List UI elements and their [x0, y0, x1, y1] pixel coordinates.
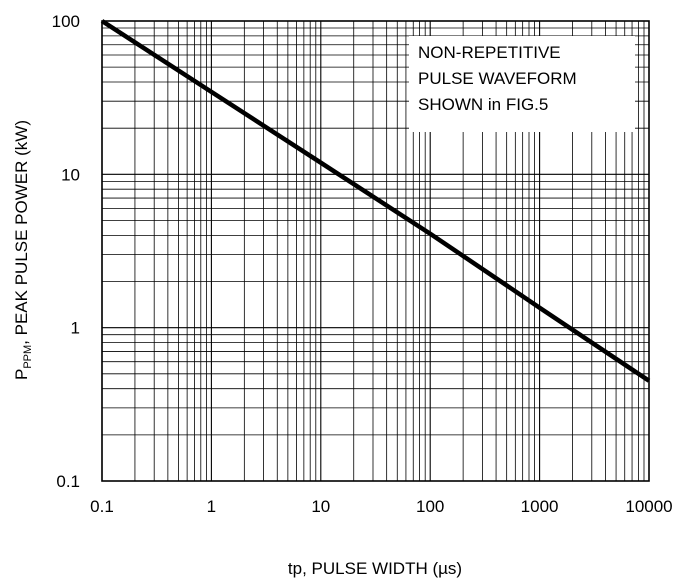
y-axis-label-rest: , PEAK PULSE POWER (kW): [12, 120, 31, 345]
x-tick-label: 100: [416, 497, 444, 516]
annotation-line-2: PULSE WAVEFORM: [418, 69, 577, 88]
annotation-line-3: SHOWN in FIG.5: [418, 95, 548, 114]
y-axis-label-main: P: [12, 369, 31, 380]
x-tick-label: 1000: [521, 497, 559, 516]
series-layer: [100, 19, 651, 383]
plot-frame: [101, 20, 650, 482]
y-axis-label: PPPM, PEAK PULSE POWER (kW): [12, 120, 34, 380]
annotation-box: [409, 36, 635, 132]
x-axis-label: tp, PULSE WIDTH (µs): [288, 559, 462, 578]
y-tick-label: 0.1: [56, 472, 80, 491]
y-tick-label: 10: [61, 165, 80, 184]
y-tick-label: 1: [71, 319, 80, 338]
x-tick-label: 10: [311, 497, 330, 516]
x-tick-label: 0.1: [90, 497, 114, 516]
chart-grid: [101, 21, 649, 482]
y-axis-label-subscript: PPM: [22, 345, 34, 369]
x-tick-labels: 0.1 1 10 100 1000 10000: [90, 497, 672, 516]
x-tick-label: 10000: [625, 497, 672, 516]
y-tick-label: 100: [52, 12, 80, 31]
x-tick-label: 1: [207, 497, 216, 516]
annotation-line-1: NON-REPETITIVE: [418, 43, 561, 62]
series-line-peak-pulse-power: [100, 19, 651, 383]
y-tick-labels: 0.1 1 10 100: [52, 12, 80, 491]
